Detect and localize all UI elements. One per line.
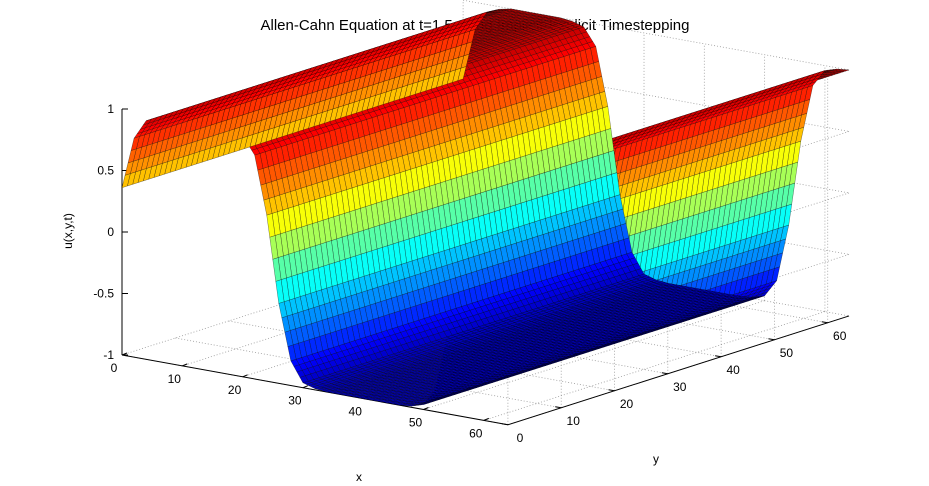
y-tick-mark <box>501 423 509 426</box>
x-tick-mark <box>483 417 489 421</box>
x-axis-line <box>121 354 509 426</box>
y-tick-mark <box>608 389 615 392</box>
axes <box>121 108 850 426</box>
x-tick-mark <box>242 374 248 378</box>
surface <box>121 8 850 407</box>
y-tick-mark <box>661 372 668 375</box>
y-tick-mark <box>555 406 562 409</box>
y-tick-mark <box>715 355 722 358</box>
x-tick-mark <box>121 352 128 356</box>
x-tick-mark <box>423 407 429 410</box>
y-axis-line <box>507 315 850 426</box>
x-tick-mark <box>182 363 188 367</box>
y-tick-mark <box>768 338 775 341</box>
x-tick-mark <box>302 385 309 389</box>
y-tick-mark <box>821 321 828 324</box>
